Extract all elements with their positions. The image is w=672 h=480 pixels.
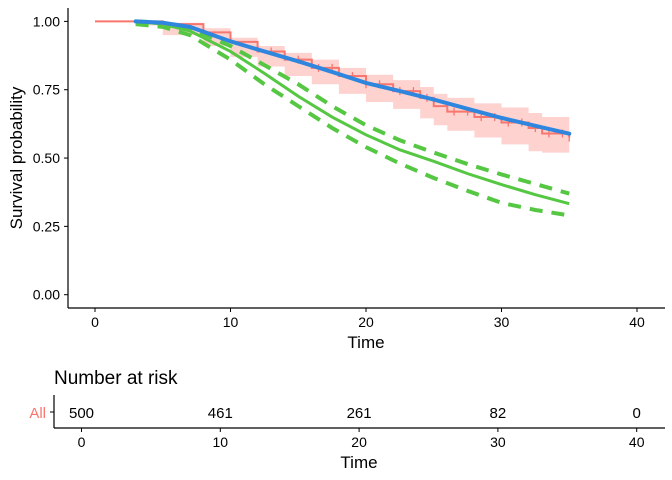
x-ticks: 0 10 20 30 40	[91, 308, 645, 330]
x-tick-label: 0	[91, 314, 99, 330]
model-lower-ci-line	[135, 22, 570, 218]
model-line	[135, 19, 570, 206]
survival-plot: 0.00 0.25 0.50 0.75 1.00 0 10 20 30 40 Time Surv…	[7, 8, 665, 352]
risk-x-axis-label: Time	[340, 453, 377, 472]
risk-table: Number at risk All 500 461 261 82 0 0 10 20 30 4…	[29, 368, 665, 472]
risk-x-tick-label: 40	[629, 434, 645, 450]
y-tick-label: 1.00	[33, 13, 60, 29]
risk-value: 0	[633, 405, 641, 422]
x-tick-label: 40	[629, 314, 645, 330]
y-tick-label: 0.50	[33, 150, 60, 166]
risk-row-label: All	[29, 405, 46, 422]
risk-value: 461	[208, 405, 233, 422]
risk-x-tick-label: 0	[78, 434, 86, 450]
risk-values: 500 461 261 82 0	[69, 405, 641, 422]
risk-x-tick-label: 20	[351, 434, 367, 450]
y-ticks: 0.00 0.25 0.50 0.75 1.00	[33, 13, 68, 303]
x-tick-label: 20	[358, 314, 374, 330]
x-axis-label: Time	[347, 333, 384, 352]
risk-value: 500	[69, 405, 94, 422]
x-tick-label: 10	[223, 314, 239, 330]
model-curves	[135, 19, 570, 218]
y-axis-label: Survival probability	[7, 86, 26, 229]
risk-x-ticks: 0 10 20 30 40	[78, 428, 645, 450]
risk-x-tick-label: 10	[213, 434, 229, 450]
y-tick-label: 0.75	[33, 82, 60, 98]
x-tick-label: 30	[494, 314, 510, 330]
risk-value: 261	[347, 405, 372, 422]
y-tick-label: 0.00	[33, 287, 60, 303]
km-confidence-band	[95, 21, 570, 153]
risk-value: 82	[490, 405, 507, 422]
fitted-curve	[133, 19, 572, 136]
y-tick-label: 0.25	[33, 218, 60, 234]
risk-table-title: Number at risk	[54, 368, 178, 389]
risk-x-tick-label: 30	[490, 434, 506, 450]
